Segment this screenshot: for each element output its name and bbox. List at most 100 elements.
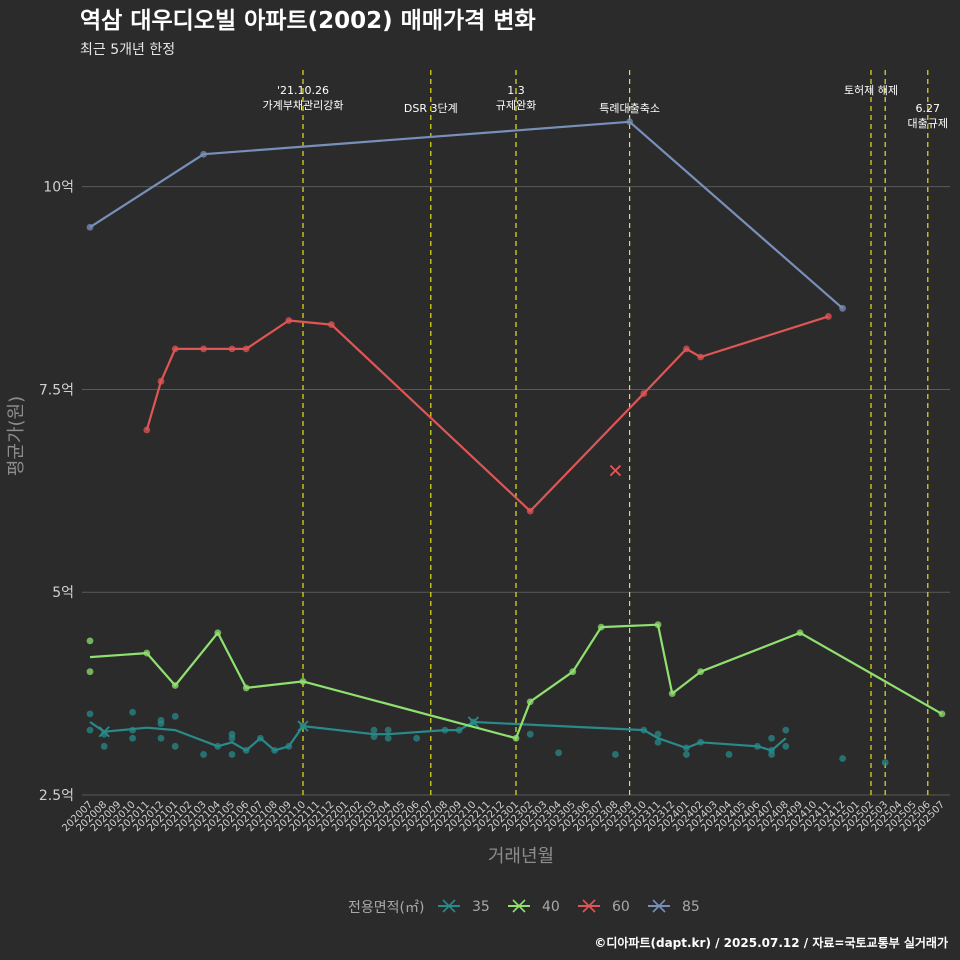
event-label: DSR 3단계 (404, 102, 458, 115)
data-point-40 (86, 668, 94, 676)
data-point-40 (214, 629, 222, 637)
data-point-85 (626, 118, 633, 126)
data-point-35 (441, 726, 449, 734)
data-point-35 (86, 726, 94, 734)
data-point-60 (228, 345, 236, 353)
data-point-35 (654, 738, 662, 746)
data-point-35 (754, 742, 761, 750)
source-caption: ©디아파트(dapt.kr) / 2025.07.12 / 자료=국토교통부 실… (594, 935, 948, 950)
data-point-35 (242, 746, 250, 754)
data-point-35 (100, 742, 108, 750)
data-point-60 (242, 345, 250, 353)
data-point-40 (938, 710, 946, 718)
data-point-35 (782, 742, 790, 750)
y-tick-label: 5억 (52, 585, 74, 601)
x-axis-title: 거래년월 (488, 846, 554, 867)
legend-key-marker (442, 899, 456, 913)
data-point-40 (697, 668, 704, 676)
data-point-35 (285, 742, 293, 750)
data-point-35 (455, 726, 463, 734)
data-point-35 (683, 751, 690, 758)
legend: 전용면적(㎡) 35 40 60 85 (348, 899, 700, 916)
legend-label: 40 (542, 899, 560, 915)
data-point-40 (242, 684, 250, 692)
data-point-35 (839, 755, 846, 762)
legend-label: 85 (682, 899, 700, 915)
y-axis-title: 평균가(원) (6, 396, 27, 476)
event-label: 특례대출축소 (599, 102, 660, 115)
event-label: 6.27 (916, 102, 941, 115)
data-point-35 (200, 751, 208, 758)
data-point-35 (157, 734, 165, 742)
data-point-60 (825, 313, 832, 320)
data-point-60 (171, 345, 179, 353)
data-point-35 (384, 726, 392, 734)
data-point-35 (640, 726, 648, 734)
chart-title: 역삼 대우디오빌 아파트(2002) 매매가격 변화 (80, 8, 536, 34)
data-point-35 (257, 734, 264, 742)
data-point-40 (668, 690, 676, 698)
series-line-85 (89, 120, 844, 310)
event-label: 토허제 해제 (844, 83, 898, 97)
legend-title: 전용면적(㎡) (348, 900, 424, 916)
data-point-40 (299, 678, 307, 685)
data-point-60 (697, 353, 704, 361)
data-point-35 (370, 733, 378, 740)
legend-key-marker (652, 899, 666, 913)
series-layer (86, 118, 946, 766)
data-point-35 (214, 742, 222, 750)
legend-key-marker (512, 899, 526, 913)
data-point-35 (384, 734, 392, 742)
data-point-85 (200, 150, 208, 158)
data-point-40 (654, 621, 662, 629)
data-point-35 (612, 751, 619, 758)
data-point-35 (654, 730, 662, 738)
data-point-35 (228, 751, 236, 758)
data-point-40 (597, 623, 605, 631)
data-point-35 (768, 751, 775, 758)
y-tick-label: 2.5억 (39, 788, 74, 804)
event-label: '21.10.26 (277, 84, 329, 97)
cancelled-marker-60 (609, 464, 622, 477)
event-label: 1.3 (507, 84, 525, 97)
data-point-35 (725, 751, 733, 758)
data-point-40 (569, 668, 577, 676)
event-label: 가계부채관리강화 (263, 99, 344, 112)
chart-subtitle: 최근 5개년 한정 (80, 42, 175, 58)
data-point-60 (683, 345, 690, 353)
data-point-35 (157, 720, 165, 728)
data-point-35 (129, 708, 137, 716)
data-point-35 (129, 734, 137, 742)
legend-label: 35 (472, 899, 490, 915)
data-point-35 (370, 726, 378, 734)
data-point-40 (171, 682, 179, 689)
data-point-35 (683, 744, 690, 752)
data-point-35 (228, 734, 236, 742)
data-point-35 (413, 734, 420, 742)
data-point-40 (143, 649, 151, 657)
data-point-60 (200, 345, 208, 353)
data-point-60 (157, 377, 165, 385)
data-point-60 (328, 321, 335, 328)
event-label: 규제완화 (496, 99, 536, 112)
data-point-40 (86, 637, 94, 645)
legend-key-marker (582, 899, 596, 913)
cancelled-marker-35 (297, 720, 309, 732)
data-point-35 (555, 749, 562, 757)
data-point-35 (271, 746, 278, 754)
data-point-35 (526, 730, 534, 738)
y-tick-label: 7.5억 (39, 382, 74, 398)
data-point-35 (171, 712, 179, 720)
y-tick-label: 10억 (43, 180, 74, 196)
data-point-40 (796, 629, 804, 637)
data-point-35 (697, 738, 704, 746)
data-point-60 (640, 390, 648, 397)
data-point-35 (171, 742, 179, 750)
data-point-35 (768, 734, 775, 742)
cancelled-marker-35 (98, 726, 110, 738)
data-point-40 (526, 698, 534, 706)
data-point-60 (285, 317, 293, 324)
data-point-85 (839, 304, 846, 312)
